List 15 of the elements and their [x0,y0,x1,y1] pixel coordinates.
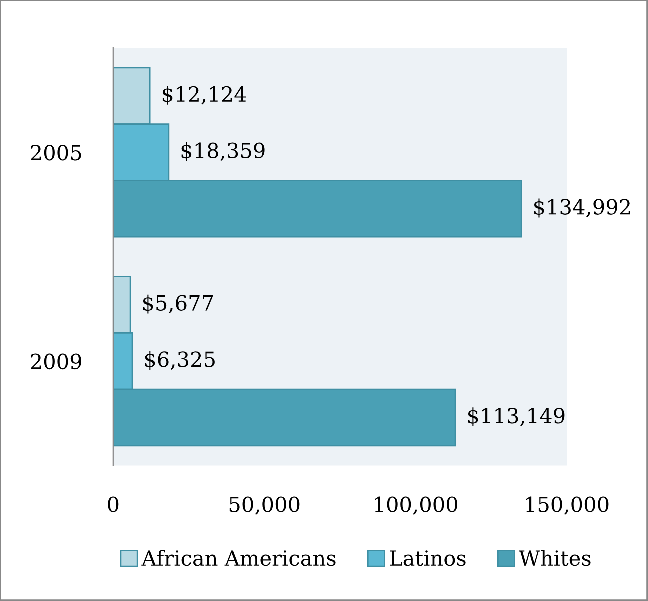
data-label: $113,149 [468,408,565,427]
x-tick-label: 100,000 [375,496,458,515]
data-label: $18,359 [182,142,265,162]
x-tick-label: 150,000 [526,496,609,515]
data-label: $134,992 [534,198,630,218]
legend-label: Whites [519,550,591,566]
x-tick-label: 0 [108,496,119,512]
data-label: $5,677 [143,294,214,314]
y-tick-label: 2005 [31,144,82,161]
x-tick-label: 50,000 [230,496,300,515]
legend-label: African Americans [142,550,336,566]
legend-label: Latinos [390,550,466,566]
data-label: $6,325 [145,351,215,370]
data-label: $12,124 [162,86,246,105]
y-tick-label: 2009 [31,354,82,370]
